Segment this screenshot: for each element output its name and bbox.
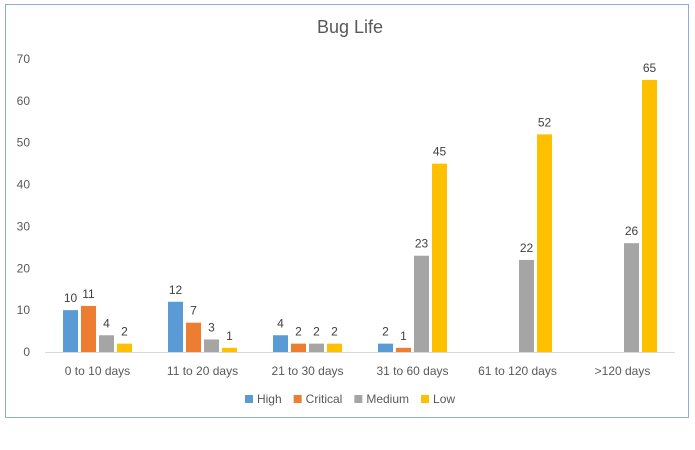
data-label: 4 <box>103 316 110 330</box>
bar-medium <box>414 255 429 352</box>
bar-critical <box>291 343 306 352</box>
x-tick-label: 61 to 120 days <box>478 364 557 378</box>
data-label: 4 <box>277 316 284 330</box>
bar-high <box>63 310 78 352</box>
bar-high <box>273 335 288 352</box>
legend-label: High <box>257 392 282 406</box>
bar-critical <box>81 305 96 352</box>
data-label: 1 <box>226 329 233 343</box>
data-label: 2 <box>382 325 389 339</box>
data-label: 2 <box>121 325 128 339</box>
legend-item-critical: Critical <box>293 392 343 406</box>
y-tick-label: 60 <box>17 94 31 108</box>
bar-low <box>537 134 552 352</box>
chart-title: Bug Life <box>317 17 383 37</box>
x-tick-label: 11 to 20 days <box>167 364 238 378</box>
data-label: 2 <box>295 325 302 339</box>
bar-low <box>432 163 447 352</box>
bar-medium <box>519 259 534 352</box>
bar-low <box>117 343 132 352</box>
data-label: 11 <box>82 287 95 301</box>
data-label: 65 <box>643 61 657 75</box>
data-label: 26 <box>625 224 639 238</box>
y-tick-label: 70 <box>17 52 31 66</box>
bars <box>63 79 657 352</box>
legend-swatch <box>421 395 430 403</box>
legend-item-low: Low <box>421 392 455 406</box>
data-label: 3 <box>208 320 215 334</box>
legend-label: Low <box>433 392 455 406</box>
legend: High Critical Medium Low <box>244 392 455 406</box>
bar-low <box>222 347 237 352</box>
legend-swatch <box>293 395 302 403</box>
y-tick-label: 30 <box>17 219 31 233</box>
legend-label: Critical <box>306 392 343 406</box>
x-tick-label: 31 to 60 days <box>376 364 448 378</box>
legend-swatch <box>354 395 363 403</box>
bar-medium <box>204 339 219 352</box>
legend-item-high: High <box>244 392 282 406</box>
y-tick-label: 40 <box>17 178 31 192</box>
bar-low <box>642 79 657 352</box>
y-tick-label: 50 <box>17 136 31 150</box>
bar-medium <box>99 335 114 352</box>
legend-swatch <box>244 395 253 403</box>
y-tick-label: 0 <box>23 345 30 359</box>
bar-medium <box>309 343 324 352</box>
data-label: 2 <box>331 325 338 339</box>
bar-high <box>168 301 183 352</box>
x-tick-label: >120 days <box>595 364 651 378</box>
x-tick-label: 21 to 30 days <box>271 364 343 378</box>
y-tick-label: 20 <box>17 261 31 275</box>
y-tick-label: 10 <box>17 303 31 317</box>
data-label: 2 <box>313 325 320 339</box>
data-label: 1 <box>400 329 407 343</box>
bar-high <box>378 343 393 352</box>
data-label: 12 <box>169 283 183 297</box>
legend-item-medium: Medium <box>354 392 409 406</box>
y-axis: 0 10 20 30 40 50 60 70 <box>17 52 31 359</box>
x-axis: 0 to 10 days 11 to 20 days 21 to 30 days 31… <box>45 352 675 378</box>
data-label: 7 <box>190 304 197 318</box>
data-label: 45 <box>433 145 447 159</box>
bar-low <box>327 343 342 352</box>
data-label: 22 <box>520 241 534 255</box>
legend-label: Medium <box>366 392 409 406</box>
data-label: 23 <box>415 237 429 251</box>
data-label: 10 <box>64 291 78 305</box>
x-tick-label: 0 to 10 days <box>65 364 130 378</box>
bar-medium <box>624 243 639 352</box>
bar-critical <box>396 347 411 352</box>
data-label: 52 <box>538 115 552 129</box>
bar-critical <box>186 322 201 352</box>
